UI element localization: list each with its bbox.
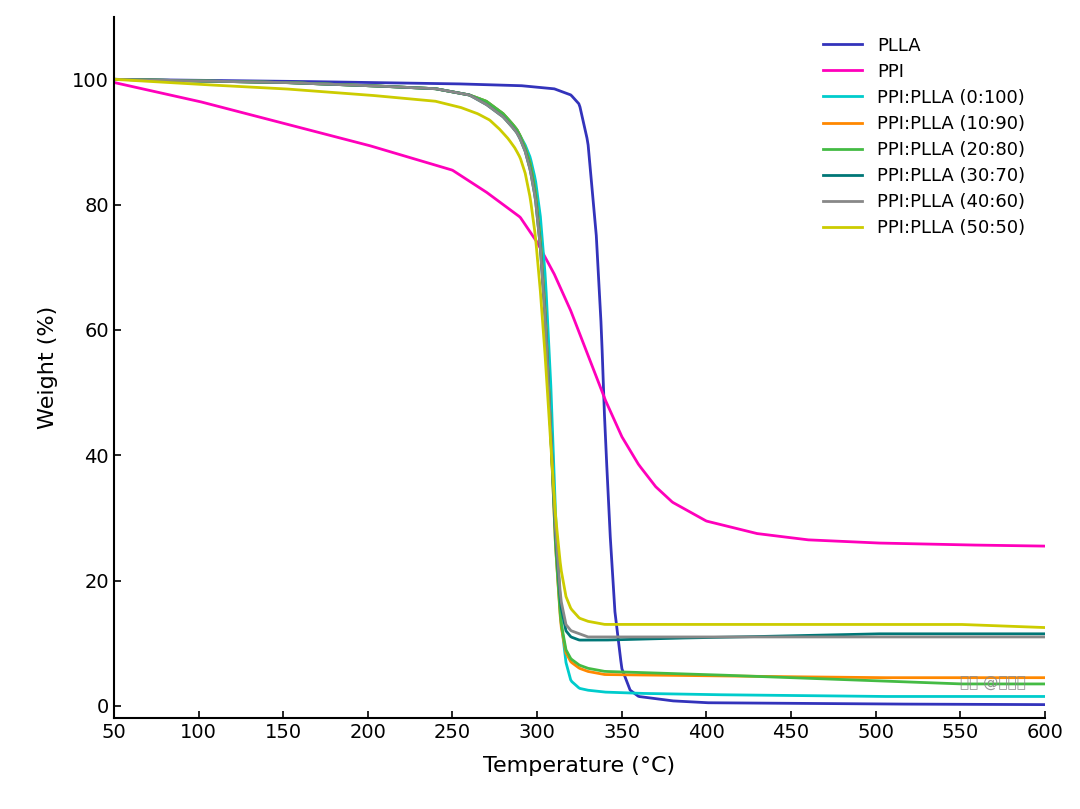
PPI:PLLA (0:100) [164,75,177,85]
PLLA [648,693,661,703]
PPI:PLLA (40:60) [674,632,687,642]
PPI:PLLA (20:80) [648,668,661,678]
PPI:PLLA (0:100) [107,74,120,84]
PLLA [673,697,686,706]
PPI:PLLA (10:90) [869,673,882,683]
Line: PPI:PLLA (10:90): PPI:PLLA (10:90) [113,79,1044,678]
PPI:PLLA (40:60) [702,632,715,642]
PPI:PLLA (40:60) [1038,632,1051,642]
PPI:PLLA (10:90) [107,74,120,84]
PPI:PLLA (50:50) [813,620,826,629]
X-axis label: Temperature (°C): Temperature (°C) [484,756,675,776]
PPI:PLLA (30:70) [702,633,715,642]
PPI [673,501,686,510]
PPI:PLLA (0:100) [869,692,882,701]
Y-axis label: Weight (%): Weight (%) [38,306,58,429]
PPI:PLLA (20:80) [813,674,826,684]
PLLA [164,75,177,85]
PPI:PLLA (40:60) [107,74,120,84]
PPI:PLLA (10:90) [813,672,826,682]
PPI:PLLA (0:100) [1038,692,1051,701]
PPI:PLLA (20:80) [107,74,120,84]
PPI:PLLA (40:60) [164,75,177,85]
PPI:PLLA (40:60) [649,632,662,642]
Text: 知乎 @守望者: 知乎 @守望者 [960,676,1026,690]
Line: PPI:PLLA (40:60): PPI:PLLA (40:60) [113,79,1044,637]
PPI:PLLA (10:90) [701,671,714,680]
PPI:PLLA (50:50) [909,620,922,629]
PPI:PLLA (30:70) [107,74,120,84]
Line: PPI:PLLA (20:80): PPI:PLLA (20:80) [113,79,1044,684]
PPI:PLLA (30:70) [573,635,586,645]
PPI:PLLA (50:50) [107,74,120,84]
PPI:PLLA (30:70) [910,629,923,638]
PPI:PLLA (0:100) [701,690,714,700]
PPI [909,539,922,549]
PPI:PLLA (10:90) [164,75,177,85]
PPI [107,78,120,87]
PPI:PLLA (30:70) [674,633,687,643]
PPI:PLLA (50:50) [701,620,714,629]
PPI:PLLA (20:80) [673,669,686,679]
PPI:PLLA (30:70) [814,630,827,640]
PPI:PLLA (50:50) [1038,623,1051,633]
PPI:PLLA (40:60) [910,632,923,642]
PPI:PLLA (50:50) [648,620,661,629]
PPI:PLLA (0:100) [673,689,686,699]
PPI:PLLA (40:60) [582,632,595,642]
PPI:PLLA (0:100) [910,692,923,701]
PLLA [1038,700,1051,709]
Legend: PLLA, PPI, PPI:PLLA (0:100), PPI:PLLA (10:90), PPI:PLLA (20:80), PPI:PLLA (30:70: PLLA, PPI, PPI:PLLA (0:100), PPI:PLLA (1… [812,26,1036,248]
Line: PPI:PLLA (0:100): PPI:PLLA (0:100) [113,79,1044,697]
PPI:PLLA (10:90) [910,673,923,683]
PPI:PLLA (0:100) [648,688,661,698]
PPI:PLLA (30:70) [649,633,662,643]
PPI:PLLA (40:60) [814,632,827,642]
PPI:PLLA (50:50) [164,78,177,87]
PPI [1038,541,1051,551]
PPI [701,516,714,526]
PPI:PLLA (50:50) [673,620,686,629]
PPI:PLLA (10:90) [673,671,686,680]
PPI:PLLA (20:80) [909,677,922,687]
PLLA [107,74,120,84]
PPI [813,536,826,545]
PLLA [909,699,922,709]
PPI:PLLA (20:80) [701,670,714,680]
PPI:PLLA (20:80) [1038,679,1051,688]
Line: PPI:PLLA (30:70): PPI:PLLA (30:70) [113,79,1044,640]
PPI:PLLA (30:70) [1038,629,1051,638]
PPI:PLLA (10:90) [1038,673,1051,683]
PPI [648,481,661,490]
PPI:PLLA (20:80) [955,679,968,688]
Line: PPI: PPI [113,83,1044,546]
PLLA [701,698,714,708]
PPI:PLLA (0:100) [813,691,826,701]
PPI [164,91,177,100]
PPI:PLLA (10:90) [648,671,661,680]
Line: PLLA: PLLA [113,79,1044,705]
PPI:PLLA (30:70) [164,75,177,85]
PLLA [813,699,826,709]
PPI:PLLA (20:80) [164,75,177,85]
Line: PPI:PLLA (50:50): PPI:PLLA (50:50) [113,79,1044,628]
